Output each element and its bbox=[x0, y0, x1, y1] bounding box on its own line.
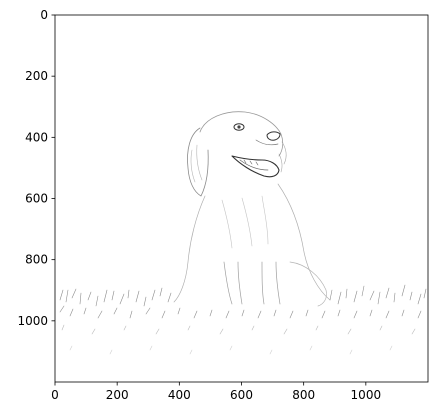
puppy-teeth bbox=[243, 159, 259, 166]
y-tick-label: 200 bbox=[25, 69, 48, 83]
x-tick-label: 800 bbox=[292, 388, 315, 402]
x-tick-label: 1000 bbox=[351, 388, 382, 402]
x-tick-label: 200 bbox=[106, 388, 129, 402]
x-tick-label: 600 bbox=[230, 388, 253, 402]
puppy-ear bbox=[187, 127, 209, 197]
y-tick-label: 400 bbox=[25, 130, 48, 144]
puppy-eye bbox=[233, 123, 245, 131]
puppy-cheek-fur bbox=[278, 141, 287, 173]
puppy-front-leg-left bbox=[223, 261, 243, 305]
puppy-muzzle bbox=[255, 139, 279, 146]
y-tick-label: 0 bbox=[40, 8, 48, 22]
x-axis: 0 200 400 600 800 1000 bbox=[51, 382, 381, 402]
x-tick-label: 400 bbox=[168, 388, 191, 402]
puppy-nose bbox=[266, 131, 281, 141]
puppy-chest-fur bbox=[221, 195, 269, 249]
puppy-sketch bbox=[59, 111, 427, 355]
sketch-image bbox=[55, 15, 428, 382]
y-tick-label: 1000 bbox=[17, 314, 48, 328]
puppy-front-leg-right bbox=[261, 261, 281, 305]
puppy-body-outline bbox=[173, 183, 331, 303]
grass-texture bbox=[59, 284, 427, 355]
puppy-head-outline bbox=[199, 111, 284, 157]
puppy-tongue bbox=[239, 159, 269, 171]
image-background bbox=[55, 15, 428, 382]
x-tick-label: 0 bbox=[51, 388, 59, 402]
y-tick-label: 800 bbox=[25, 253, 48, 267]
puppy-pupil bbox=[237, 125, 241, 129]
y-tick-label: 600 bbox=[25, 192, 48, 206]
puppy-mouth bbox=[231, 155, 280, 178]
puppy-haunch bbox=[289, 261, 327, 307]
puppy-ear-fur bbox=[190, 144, 203, 183]
y-axis: 0 200 400 600 800 1000 bbox=[17, 8, 55, 328]
